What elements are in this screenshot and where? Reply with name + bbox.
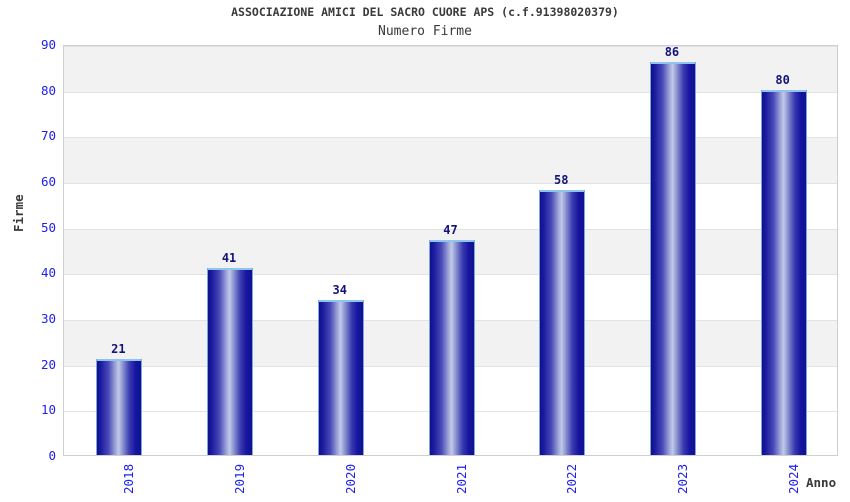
gridline [64, 137, 837, 138]
bar[interactable] [428, 240, 475, 455]
plot-area [63, 45, 838, 456]
chart-title: ASSOCIAZIONE AMICI DEL SACRO CUORE APS (… [231, 5, 619, 19]
background-band [64, 46, 837, 92]
gridline [64, 229, 837, 230]
x-tick-label: 2023 [674, 463, 690, 494]
y-tick-label: 60 [40, 174, 56, 189]
y-tick-label: 10 [40, 402, 56, 418]
bar-top-highlight [761, 89, 806, 92]
y-tick-label: 0 [48, 448, 56, 463]
bar-top-highlight [429, 240, 474, 243]
x-tick-label: 2019 [232, 463, 248, 494]
bar[interactable] [760, 89, 807, 455]
x-axis-ticks: 2018 2019 2020 2021 2022 2023 2024 [63, 462, 838, 502]
y-axis-ticks: 0 10 20 30 40 50 60 70 80 90 [0, 38, 56, 461]
bar-value-label: 41 [221, 250, 237, 265]
x-tick-label: 2021 [453, 463, 469, 494]
bar[interactable] [317, 299, 364, 455]
x-tick-label: 2022 [564, 463, 580, 494]
y-tick-label: 40 [40, 265, 56, 281]
gridline [64, 92, 837, 93]
bar[interactable] [207, 267, 254, 455]
bar[interactable] [96, 359, 143, 455]
bar-value-label: 80 [775, 72, 790, 87]
bar-value-label: 21 [111, 342, 126, 357]
x-tick-label: 2018 [121, 463, 137, 494]
bar-top-highlight [650, 62, 695, 65]
y-axis-title: Firme [11, 194, 26, 232]
bar-value-label: 58 [553, 173, 569, 188]
bar-top-highlight [318, 299, 363, 302]
y-tick-label: 70 [40, 128, 56, 144]
gridline [64, 46, 837, 47]
x-tick-label: 2024 [785, 463, 801, 494]
bar-top-highlight [540, 190, 585, 193]
y-tick-label: 50 [40, 219, 56, 235]
bar-value-label: 34 [332, 282, 347, 297]
gridline [64, 183, 837, 184]
bar-top-highlight [208, 267, 253, 270]
bar[interactable] [649, 62, 696, 455]
bar[interactable] [539, 190, 586, 455]
x-axis-title: Anno [806, 475, 837, 490]
background-band [64, 137, 837, 183]
x-tick-label: 2020 [342, 463, 358, 494]
bar-top-highlight [97, 359, 142, 362]
chart-subtitle: Numero Firme [378, 24, 472, 39]
y-tick-label: 30 [40, 311, 56, 326]
bar-value-label: 86 [664, 45, 680, 60]
y-tick-label: 20 [40, 356, 56, 372]
bar-value-label: 47 [443, 223, 458, 238]
y-tick-label: 80 [40, 82, 56, 98]
y-tick-label: 90 [40, 37, 56, 52]
